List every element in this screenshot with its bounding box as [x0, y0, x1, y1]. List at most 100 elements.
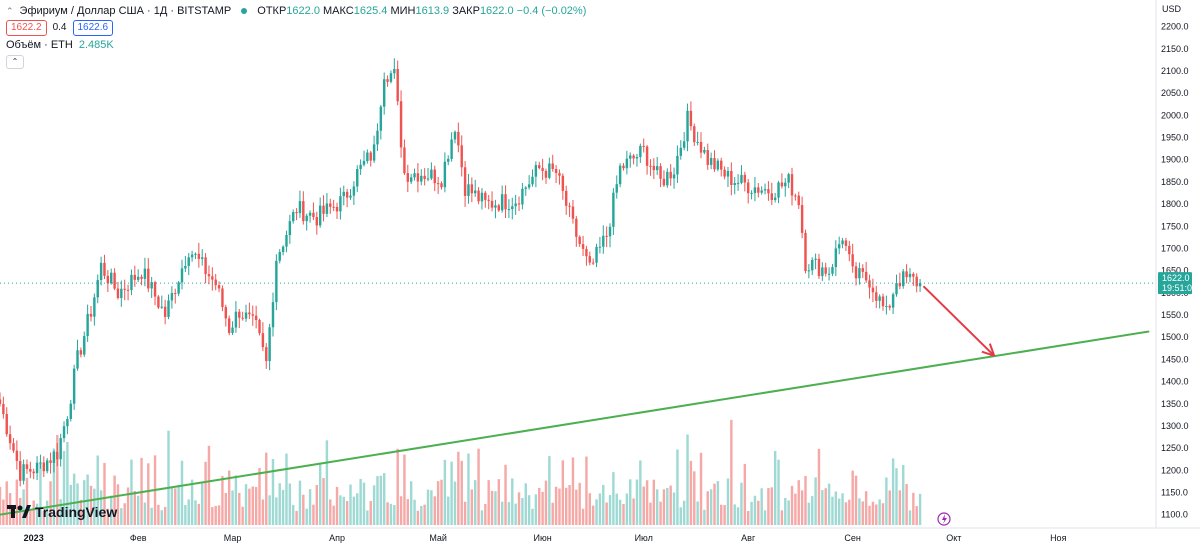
volume-bar [45, 500, 49, 525]
volume-bar [366, 510, 369, 525]
candle-body [689, 110, 693, 127]
candle-body [258, 320, 261, 334]
volume-bar [591, 505, 595, 525]
volume-bar [194, 500, 197, 525]
time-axis-background[interactable] [0, 528, 1200, 550]
support-trendline[interactable] [0, 330, 1150, 516]
volume-bar [767, 488, 770, 525]
volume-bar [22, 489, 25, 525]
volume-bar [325, 440, 329, 525]
candle-body [615, 184, 618, 193]
volume-bar [517, 492, 521, 525]
candle-body [436, 183, 440, 185]
volume-bar [89, 485, 93, 525]
volume-bar [622, 504, 625, 525]
market-status-dot-icon [241, 7, 248, 14]
time-tick-label: Мар [224, 533, 242, 543]
buy-price-button[interactable]: 1622.6 [72, 19, 114, 36]
alert-icon[interactable] [937, 512, 951, 526]
drawings-layer[interactable] [0, 282, 1156, 516]
change-value: −0.4 (−0.02%) [516, 4, 587, 17]
volume-bar [386, 502, 389, 525]
price-axis[interactable]: 1100.0 1150.0 1200.0 1250.0 1300.0 1350.0 1400… [1161, 22, 1189, 520]
candle-body [244, 312, 248, 319]
candle-body [817, 258, 821, 277]
symbol-title[interactable]: Эфириум / Доллар США · 1Д · BITSTAMP [19, 4, 232, 17]
volume-bar [716, 481, 720, 525]
candle-body [453, 131, 457, 140]
volume-bar [302, 494, 305, 525]
candle-body [345, 191, 349, 198]
volume-bar [39, 462, 42, 525]
volume-bar [217, 505, 221, 525]
volume-bar [147, 463, 150, 525]
legend-symbol-row: ⌃ Эфириум / Доллар США · 1Д · BITSTAMP О… [6, 2, 586, 19]
candle-body [794, 195, 797, 197]
volume-bar [878, 499, 881, 525]
time-axis[interactable]: 2023 Фев Мар Апр Май Июн Июл Авг Сен Окт Ноя [24, 533, 1067, 543]
candle-body [160, 306, 163, 308]
plot-area[interactable] [0, 0, 1156, 528]
volume-bar [757, 500, 760, 525]
volume-bar [268, 495, 271, 525]
candle-body [659, 166, 662, 179]
volume-bar [868, 505, 871, 525]
candle-body [588, 256, 592, 263]
volume-bar [35, 503, 39, 525]
volume-bar [524, 483, 527, 525]
candle-body [66, 418, 69, 427]
volume-bar [15, 479, 19, 525]
price-tick-label: 2000.0 [1161, 110, 1189, 120]
volume-bar [844, 502, 848, 525]
candle-body [0, 399, 2, 404]
volume-bar [602, 484, 605, 525]
candle-body [130, 274, 133, 291]
candle-body [423, 175, 426, 180]
chevron-up-icon[interactable]: ⌃ [6, 5, 14, 16]
forecast-arrow[interactable] [922, 285, 995, 357]
candle-body [177, 282, 180, 294]
candle-body [35, 462, 39, 474]
candle-body [201, 257, 204, 259]
volume-bar [706, 491, 709, 525]
volume-bar [430, 490, 433, 525]
candle-body [238, 311, 241, 318]
candle-body [902, 271, 905, 287]
volume-bar [25, 477, 29, 525]
time-tick-label: Июл [635, 533, 653, 543]
volume-bar [824, 488, 827, 525]
candle-body [76, 350, 79, 369]
candle-body [854, 266, 858, 279]
legend-volume-row: Объём · ETH 2.485K [6, 36, 586, 53]
tradingview-logo[interactable]: TradingView [7, 504, 117, 520]
volume-bar [581, 508, 585, 525]
candle-body [790, 174, 794, 196]
candle-body [8, 434, 12, 444]
volume-bar [564, 487, 568, 525]
candle-body [190, 254, 194, 258]
volume-bar [221, 476, 224, 525]
price-tick-label: 1250.0 [1161, 443, 1189, 453]
sell-price-button[interactable]: 1622.2 [6, 19, 47, 36]
collapse-legend-button[interactable]: ⌃ [6, 54, 24, 69]
candle-body [457, 131, 460, 146]
candle-body [123, 288, 126, 290]
volume-bar [190, 479, 194, 525]
currency-label[interactable]: USD [1162, 4, 1182, 14]
price-tick-label: 2050.0 [1161, 88, 1189, 98]
candle-body [851, 254, 854, 267]
volume-bar [167, 430, 170, 525]
volume-bar [126, 487, 130, 525]
candle-body [662, 178, 666, 186]
volume-bar [174, 488, 177, 525]
volume-bar [895, 468, 898, 525]
volume-label[interactable]: Объём · ETH [6, 38, 73, 51]
volume-bar [413, 499, 416, 525]
candle-body [905, 271, 908, 278]
volume-bar [211, 507, 214, 525]
candle-body [413, 173, 416, 178]
candle-body [824, 267, 827, 274]
volume-bar [720, 504, 723, 525]
